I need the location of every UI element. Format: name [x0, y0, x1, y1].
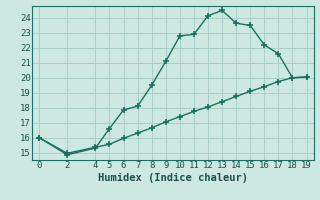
- X-axis label: Humidex (Indice chaleur): Humidex (Indice chaleur): [98, 173, 248, 183]
